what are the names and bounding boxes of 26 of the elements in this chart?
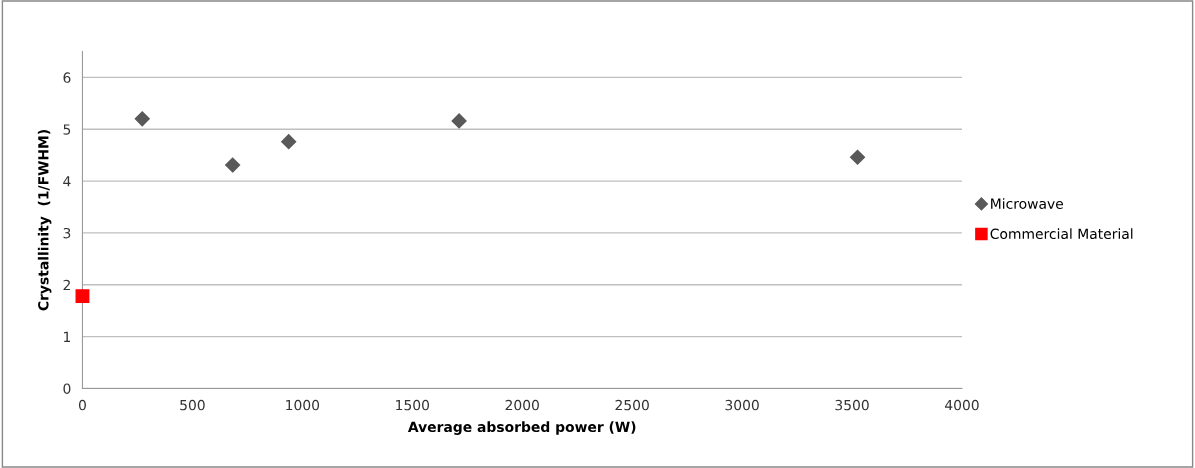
legend-label: Commercial Material: [990, 228, 1133, 240]
y-tick-label: 4: [63, 176, 71, 187]
x-tick-label: 3500: [835, 399, 869, 411]
point: [281, 134, 297, 150]
y-tick-label: 1: [64, 331, 71, 342]
legend-label: Microwave: [991, 198, 1064, 209]
x-tick-label: 1500: [396, 399, 430, 411]
y-tick-label: 2: [63, 279, 70, 291]
x-tick-label: 4000: [944, 399, 979, 411]
y-tick-label: 0: [63, 383, 71, 394]
x-tick-label: 2500: [615, 399, 649, 411]
x-tick-label: 0: [78, 399, 86, 411]
point: [225, 157, 241, 173]
x-tick-label: 2000: [505, 399, 539, 411]
y-tick-label: 6: [63, 72, 71, 83]
y-tick-label: 3: [63, 227, 71, 239]
point: [75, 289, 90, 304]
y-axis-title: Crystallinity (1/FWHM): [37, 129, 52, 311]
x-tick-label: 1000: [286, 399, 320, 411]
x-tick-label: 3000: [725, 399, 759, 411]
point: [849, 149, 866, 165]
x-tick-label: 500: [180, 399, 205, 411]
x-axis-title: Average absorbed power (W): [407, 421, 636, 435]
y-tick-label: 5: [63, 124, 71, 135]
point: [451, 113, 467, 129]
point: [134, 111, 150, 127]
